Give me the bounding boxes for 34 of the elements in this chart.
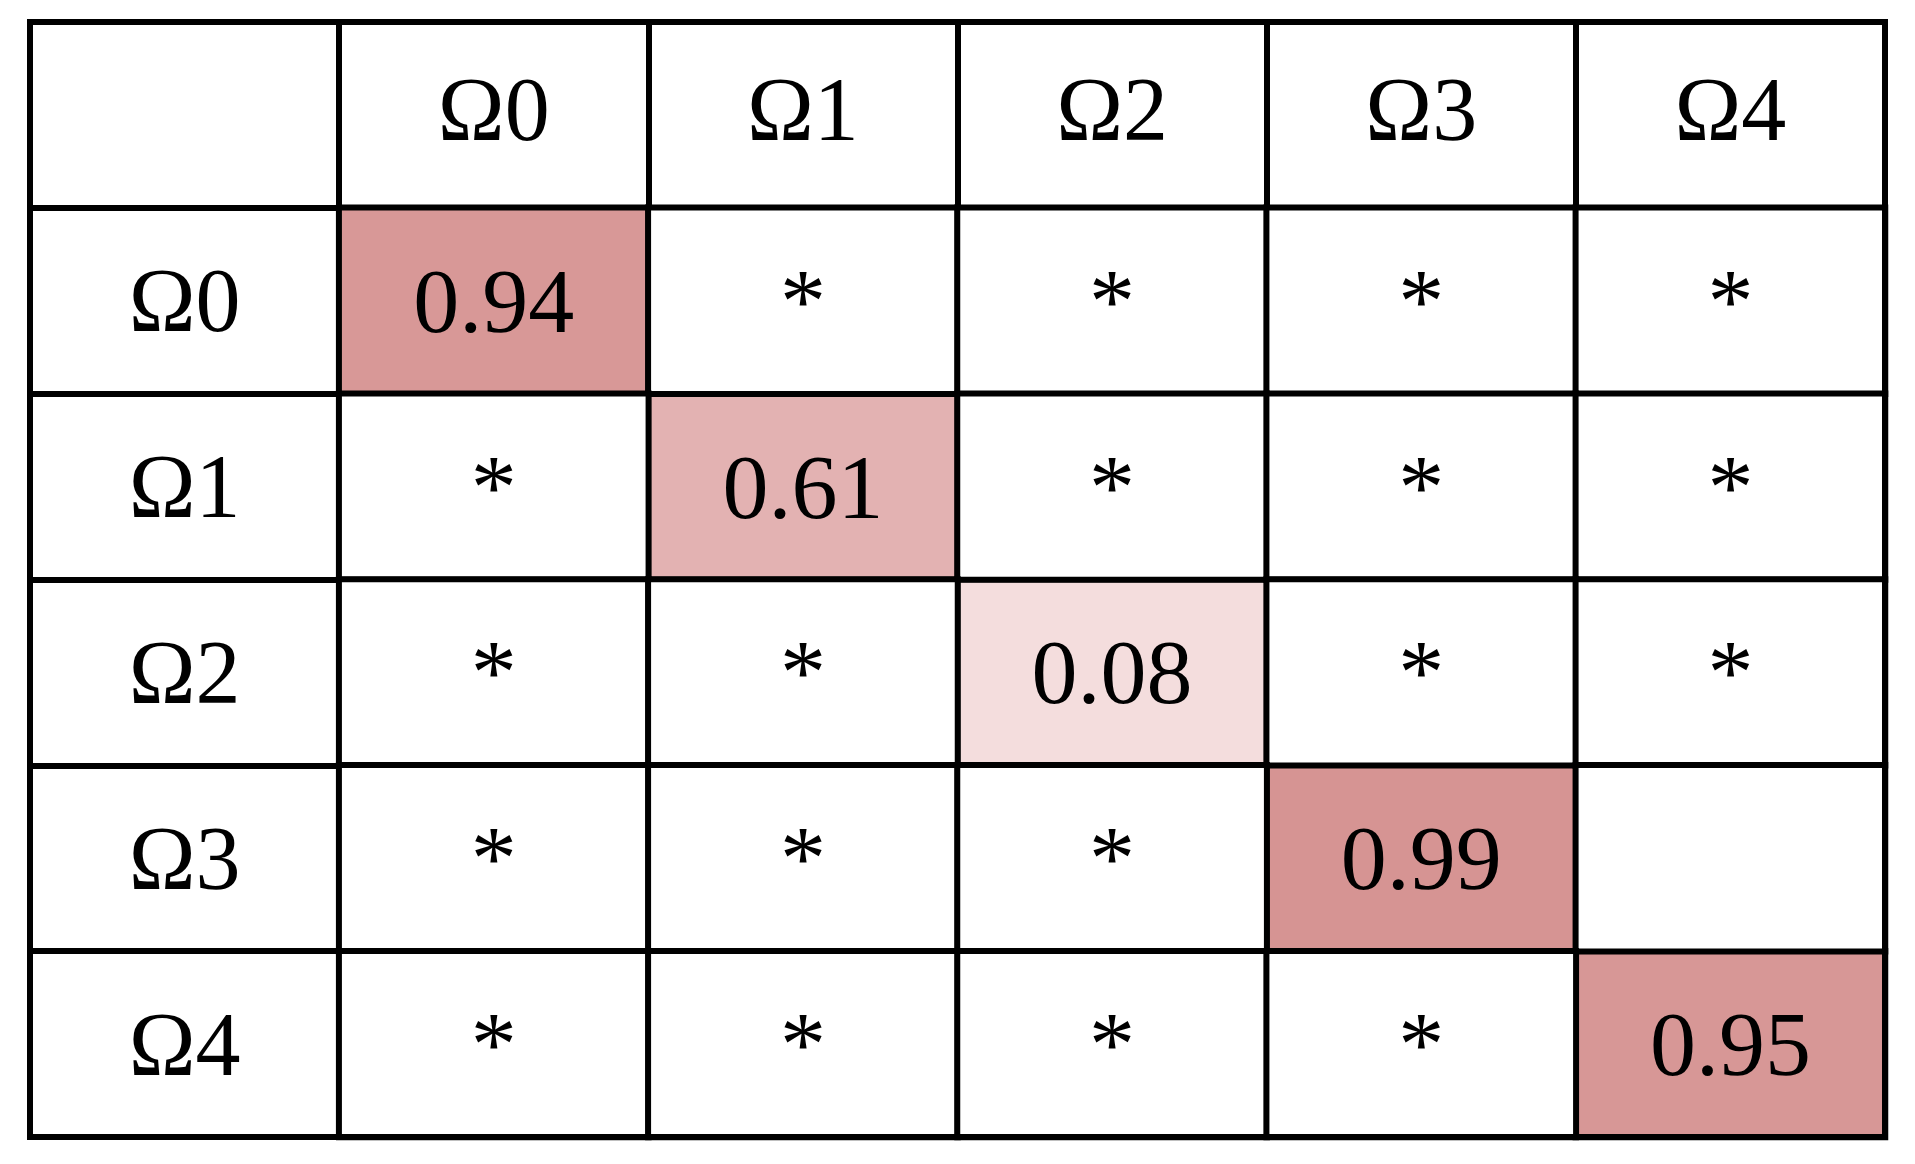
text: *: [1707, 249, 1754, 352]
text: *: [1398, 993, 1445, 1096]
x-tick-label: Ω2: [1056, 60, 1169, 160]
text: *: [1398, 621, 1445, 724]
data-label: 0.95: [1649, 993, 1811, 1096]
x-tick-label: Ω4: [1674, 60, 1787, 160]
text: *: [779, 249, 826, 352]
data-label: 0.99: [1340, 807, 1502, 910]
x-tick-label: Ω1: [746, 60, 859, 160]
y-tick-label: Ω0: [128, 251, 241, 351]
text: *: [470, 621, 517, 724]
text: *: [779, 621, 826, 724]
y-tick-label: Ω3: [128, 808, 241, 908]
data-label: 0.61: [722, 435, 884, 538]
text: *: [1089, 993, 1136, 1096]
y-tick-label: Ω4: [128, 994, 241, 1094]
text: *: [470, 993, 517, 1096]
y-tick-label: Ω1: [128, 437, 241, 537]
text: *: [470, 807, 517, 910]
text: *: [1089, 435, 1136, 538]
text: *: [1089, 807, 1136, 910]
text: *: [1398, 249, 1445, 352]
x-tick-label: Ω0: [437, 60, 550, 160]
text: *: [1707, 621, 1754, 724]
data-label: 0.08: [1031, 621, 1193, 724]
text: *: [1089, 249, 1136, 352]
text: *: [779, 993, 826, 1096]
text: *: [1707, 435, 1754, 538]
text: *: [1398, 435, 1445, 538]
data-label: 0.94: [413, 249, 575, 352]
x-tick-label: Ω3: [1365, 60, 1478, 160]
y-tick-label: Ω2: [128, 622, 241, 722]
text: *: [779, 807, 826, 910]
text: *: [470, 435, 517, 538]
